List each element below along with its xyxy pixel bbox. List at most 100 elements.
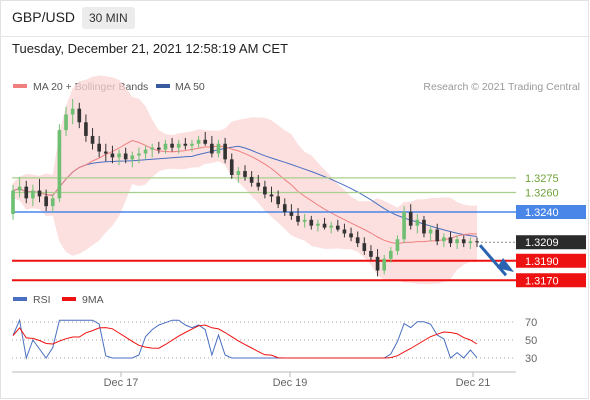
chart-header: GBP/USD 30 MIN <box>0 0 590 36</box>
candle-body <box>137 153 141 156</box>
candlesticks <box>11 98 479 277</box>
pivot-label: 1.3240 <box>525 207 559 219</box>
price-levels <box>12 177 516 282</box>
support-2-label-box <box>516 273 586 288</box>
rsi-tick-label: 50 <box>525 335 537 347</box>
candle <box>137 147 141 164</box>
candle-body <box>17 186 22 191</box>
forecast-arrow-head <box>497 258 514 272</box>
candle-body <box>316 223 320 226</box>
candle <box>229 153 234 179</box>
candle-body <box>57 130 62 199</box>
candle-body <box>415 219 420 226</box>
x-tick-label: Dec 19 <box>273 377 308 389</box>
ma20-line <box>12 139 478 245</box>
candle <box>448 231 453 248</box>
candle-body <box>143 149 148 154</box>
candle-body <box>369 251 373 257</box>
candle-body <box>150 147 155 150</box>
candle-body <box>329 225 333 228</box>
candle-body <box>435 229 440 242</box>
ma20-legend-swatch <box>13 84 27 88</box>
candle-body <box>170 143 174 148</box>
candle-body <box>243 171 247 177</box>
candle <box>37 178 42 203</box>
candle-body <box>190 143 194 146</box>
candle <box>402 206 406 244</box>
currency-pair-title: GBP/USD <box>12 9 76 25</box>
candle-body <box>216 143 221 154</box>
candle-body <box>103 151 108 154</box>
candle <box>415 213 420 234</box>
candle <box>329 221 333 234</box>
candle-body <box>335 225 340 230</box>
candle <box>110 145 115 164</box>
candle-body <box>269 194 274 197</box>
candle <box>143 145 148 160</box>
candle-body <box>70 108 75 115</box>
forecast-arrow-shaft <box>478 244 508 277</box>
candle-body <box>229 159 234 175</box>
candle-body <box>402 212 406 240</box>
candle <box>276 190 280 209</box>
candle <box>50 194 55 212</box>
candle <box>117 149 121 166</box>
x-tick-label: Dec 17 <box>104 377 139 389</box>
candle <box>77 102 82 129</box>
resistance-2-label: 1.3275 <box>525 173 559 185</box>
candle-body <box>210 143 214 154</box>
candle-body <box>475 241 479 243</box>
candle-body <box>289 212 294 216</box>
candle <box>243 165 247 181</box>
candle-body <box>309 219 314 226</box>
candle <box>31 184 35 207</box>
candle-body <box>110 153 115 158</box>
candle <box>203 132 208 146</box>
candle-body <box>468 241 473 244</box>
candle-body <box>349 233 353 238</box>
candle-body <box>355 237 360 244</box>
candle-body <box>44 196 48 207</box>
candle <box>335 219 340 232</box>
x-axis: Dec 17 Dec 19 Dec 21 <box>104 372 490 389</box>
candle <box>11 184 15 220</box>
current-price-label-box <box>516 235 586 250</box>
candle <box>97 135 101 158</box>
candle <box>349 227 353 242</box>
candle <box>176 139 181 154</box>
candle <box>196 135 201 148</box>
candle <box>375 249 380 277</box>
candle <box>435 223 440 246</box>
timeframe-badge[interactable]: 30 MIN <box>82 7 135 29</box>
candle <box>309 215 314 230</box>
candle <box>249 171 254 187</box>
ma50-legend-swatch <box>156 84 170 88</box>
candle <box>322 217 327 230</box>
rsi-legend-label: RSI <box>33 294 51 306</box>
candle-body <box>362 243 367 251</box>
candle <box>256 174 261 191</box>
rsi-tick-label: 30 <box>525 353 537 365</box>
candle <box>395 235 400 255</box>
candle-body <box>50 198 55 207</box>
candle-body <box>282 204 287 212</box>
candle-body <box>442 237 446 242</box>
candle <box>123 147 128 164</box>
candle-body <box>428 229 433 234</box>
candle <box>382 254 387 275</box>
candle <box>44 189 48 212</box>
current-price-label: 1.3209 <box>525 237 559 249</box>
support-2-label: 1.3170 <box>525 275 559 287</box>
ma50-line <box>12 145 478 237</box>
pivot-label-box <box>516 205 586 219</box>
candle-body <box>77 108 82 123</box>
candle-body <box>461 239 466 244</box>
candle-body <box>176 143 181 148</box>
candle-body <box>382 258 387 271</box>
candle <box>369 245 373 261</box>
candle <box>475 237 479 248</box>
candle-body <box>302 219 307 222</box>
support-1-label-box <box>516 253 586 268</box>
